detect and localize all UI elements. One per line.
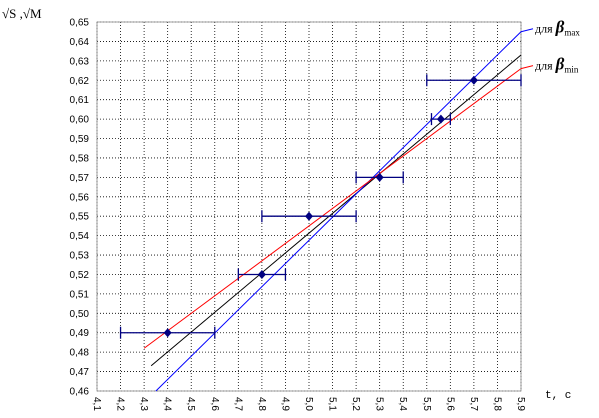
y-tick-label: 0,51 xyxy=(70,289,90,300)
y-tick-label: 0,61 xyxy=(70,95,90,106)
x-tick-label: 4,7 xyxy=(232,397,243,411)
fit-line xyxy=(143,68,522,349)
x-tick-label: 5,8 xyxy=(491,397,502,411)
y-tick-label: 0,49 xyxy=(70,328,90,339)
y-tick-label: 0,60 xyxy=(70,115,90,126)
annotation-text: для xyxy=(535,59,553,73)
x-tick-label: 5,0 xyxy=(303,397,314,411)
x-tick-label: 4,5 xyxy=(185,397,196,411)
annotation-leader xyxy=(520,28,534,33)
data-point xyxy=(305,211,313,221)
data-point xyxy=(375,172,384,182)
x-tick-label: 5,6 xyxy=(444,397,455,411)
y-tick-label: 0,54 xyxy=(70,231,90,242)
data-point xyxy=(436,114,445,124)
annotation-leader xyxy=(520,65,534,70)
y-tick-label: 0,58 xyxy=(70,153,90,164)
y-tick-label: 0,52 xyxy=(70,270,90,281)
y-tick-label: 0,47 xyxy=(70,367,90,378)
x-tick-label: 4,9 xyxy=(279,397,290,411)
y-tick-label: 0,55 xyxy=(70,212,90,223)
y-tick-label: 0,62 xyxy=(70,76,90,87)
annotation-subscript: max xyxy=(564,28,580,38)
y-tick-label: 0,46 xyxy=(70,387,90,398)
x-axis-label: t, c xyxy=(545,390,571,402)
annotation-text: для xyxy=(535,22,553,36)
line-annotation: для βmax xyxy=(535,18,580,38)
fit-line xyxy=(150,54,522,367)
x-tick-label: 5,1 xyxy=(327,397,338,411)
x-tick-label: 4,8 xyxy=(256,397,267,411)
data-point xyxy=(469,75,478,85)
plot-frame xyxy=(96,21,522,392)
data-point xyxy=(257,269,266,279)
y-tick-label: 0,53 xyxy=(70,251,90,262)
fit-line xyxy=(155,31,522,392)
y-tick-label: 0,63 xyxy=(70,56,90,67)
data-point xyxy=(163,328,172,338)
line-annotation: для βmin xyxy=(535,55,579,75)
x-tick-label: 4,4 xyxy=(162,397,173,411)
x-tick-label: 5,4 xyxy=(397,397,408,411)
y-tick-label: 0,64 xyxy=(70,37,90,48)
x-tick-label: 5,5 xyxy=(421,397,432,411)
x-tick-label: 4,1 xyxy=(91,397,102,411)
y-tick-label: 0,48 xyxy=(70,348,90,359)
x-tick-label: 4,3 xyxy=(138,397,149,411)
y-tick-label: 0,65 xyxy=(70,18,90,29)
x-tick-label: 5,3 xyxy=(374,397,385,411)
y-tick-label: 0,59 xyxy=(70,134,90,145)
annotation-symbol: β xyxy=(555,18,565,37)
x-tick-label: 4,2 xyxy=(115,397,126,411)
y-tick-label: 0,56 xyxy=(70,192,90,203)
y-axis-label: √S ,√M xyxy=(2,6,42,21)
x-tick-label: 5,7 xyxy=(468,397,479,411)
y-tick-label: 0,57 xyxy=(70,173,90,184)
annotation-subscript: min xyxy=(564,65,579,75)
x-tick-label: 5,2 xyxy=(350,397,361,411)
annotation-symbol: β xyxy=(555,55,565,74)
x-tick-label: 5,9 xyxy=(515,397,526,411)
y-tick-label: 0,50 xyxy=(70,309,90,320)
x-tick-label: 4,6 xyxy=(209,397,220,411)
